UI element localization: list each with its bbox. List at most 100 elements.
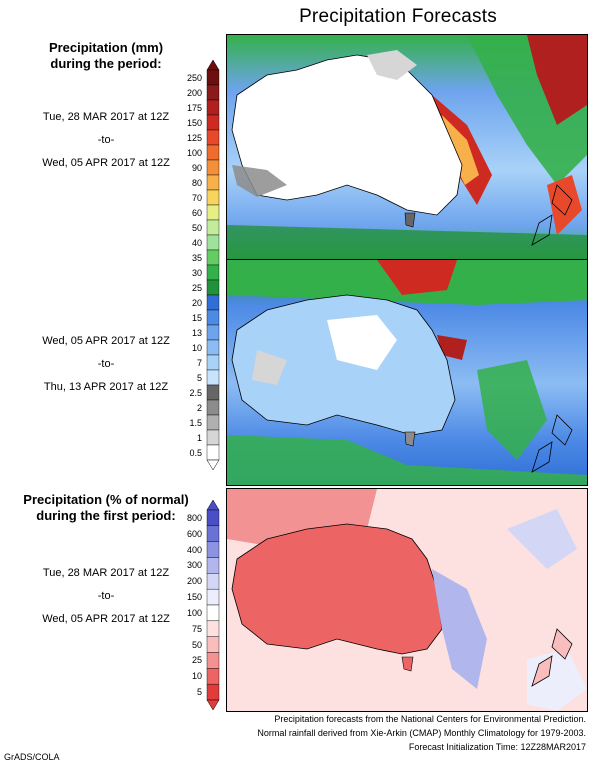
map-percent-normal (227, 489, 587, 711)
australia-dry-area (231, 54, 463, 216)
tropical-rain-area (527, 35, 587, 125)
period-3-start: Tue, 28 MAR 2017 at 12Z (42, 567, 170, 579)
mm-colorbar-cell (206, 354, 220, 371)
percent-colorbar-top-arrow (206, 499, 220, 511)
percent-colorbar-tick-label: 10 (191, 671, 202, 682)
mm-colorbar-cell (206, 279, 220, 296)
above-normal-area-east (432, 569, 487, 689)
period-2-to: -to- (97, 358, 115, 370)
map-panel-week-2-mm (226, 259, 588, 486)
mm-colorbar-tick-label: 7 (196, 357, 202, 368)
mm-colorbar-tick-label: 175 (186, 102, 202, 113)
new-zealand-outline (531, 628, 573, 687)
mm-colorbar-tick-label: 30 (191, 267, 202, 278)
period-1-to: -to- (97, 134, 115, 146)
percent-colorbar-bottom-arrow (206, 699, 220, 711)
map-panel-week-1-mm (226, 34, 588, 261)
percent-colorbar: 800 600 400 300 200 150 100 75 50 25 10 5 (180, 499, 220, 711)
mm-colorbar-cell (206, 444, 220, 461)
mm-colorbar-cell (206, 204, 220, 221)
mm-colorbar-tick-label: 200 (186, 87, 202, 98)
mm-colorbar-cell (206, 399, 220, 416)
new-zealand-outline (531, 184, 573, 246)
heavy-rain-east (437, 335, 467, 360)
period-1-start: Tue, 28 MAR 2017 at 12Z (42, 111, 170, 123)
percent-colorbar-tick-label: 400 (186, 544, 202, 555)
mm-colorbar-cell (206, 159, 220, 176)
mm-colorbar-cell (206, 144, 220, 161)
percent-heading: Precipitation (% of normal) during the f… (0, 492, 212, 524)
mm-colorbar-tick-label: 2.5 (189, 387, 202, 398)
dry-gray-patch (252, 350, 287, 385)
mm-colorbar-tick-label: 150 (186, 117, 202, 128)
mm-colorbar-cell (206, 414, 220, 431)
mm-colorbar-tick-label: 70 (191, 192, 202, 203)
percent-colorbar-tick-label: 600 (186, 528, 202, 539)
mm-colorbar-cell (206, 234, 220, 251)
footer-line-init-time: Forecast Initialization Time: 12Z28MAR20… (408, 742, 586, 752)
dry-interior (327, 315, 397, 370)
east-rain-area (477, 360, 547, 460)
mm-colorbar-tick-label: 15 (191, 312, 202, 323)
mm-colorbar-tick-label: 100 (186, 147, 202, 158)
percent-colorbar-tick-label: 75 (191, 623, 202, 634)
mm-colorbar-cell (206, 189, 220, 206)
mm-colorbar-svg (206, 59, 220, 471)
figure-title: Precipitation Forecasts (299, 6, 497, 27)
tasmania (404, 212, 416, 228)
percent-colorbar-tick-label: 5 (196, 687, 202, 698)
tasmania (401, 656, 414, 672)
mm-colorbar-top-arrow (206, 59, 220, 71)
footer-line-climatology: Normal rainfall derived from Xie-Arkin (… (257, 728, 586, 738)
mm-colorbar-tick-label: 250 (186, 72, 202, 83)
period-1-label: Tue, 28 MAR 2017 at 12Z -to- Wed, 05 APR… (0, 110, 212, 179)
footer-line-source: Precipitation forecasts from the Nationa… (274, 714, 586, 724)
mm-colorbar-tick-label: 25 (191, 282, 202, 293)
mm-colorbar-tick-label: 5 (196, 372, 202, 383)
southern-rain-band (227, 435, 587, 485)
percent-colorbar-tick-label: 150 (186, 592, 202, 603)
amount-heading-line-2: during the period: (50, 56, 162, 71)
mm-colorbar-cell (206, 339, 220, 356)
mm-colorbar-tick-label: 40 (191, 237, 202, 248)
southern-rain-band (227, 225, 587, 260)
mm-colorbar-cell (206, 324, 220, 341)
percent-colorbar-tick-label: 50 (191, 639, 202, 650)
map-week-1 (227, 35, 587, 260)
percent-colorbar-cell (206, 557, 220, 574)
percent-colorbar-tick-label: 25 (191, 655, 202, 666)
percent-colorbar-tick-label: 300 (186, 560, 202, 571)
mm-colorbar-tick-label: 0.5 (189, 447, 202, 458)
heavy-rain-north (377, 260, 457, 295)
period-1-end: Wed, 05 APR 2017 at 12Z (42, 157, 170, 169)
mm-colorbar-tick-label: 13 (191, 327, 202, 338)
mm-colorbar-cell (206, 219, 220, 236)
credit-label: GrADS/COLA (4, 752, 60, 762)
mm-colorbar-cell (206, 429, 220, 446)
dry-gray-patch-north (367, 50, 417, 80)
period-3-to: -to- (97, 590, 115, 602)
tasmania (404, 431, 416, 447)
dry-gray-patch (232, 165, 287, 197)
percent-colorbar-tick-label: 100 (186, 607, 202, 618)
mm-colorbar-tick-label: 10 (191, 342, 202, 353)
percent-colorbar-cell (206, 668, 220, 685)
percent-colorbar-tick-label: 200 (186, 576, 202, 587)
new-zealand-outline (531, 414, 573, 473)
mm-colorbar-cell (206, 264, 220, 281)
australia-outline (231, 294, 456, 436)
mm-colorbar-cell (206, 369, 220, 386)
australia-below-normal (231, 523, 443, 655)
percent-heading-line-2: during the first period: (36, 508, 176, 523)
mm-colorbar-tick-label: 1.5 (189, 417, 202, 428)
footer-notes: Precipitation forecasts from the Nationa… (257, 712, 586, 754)
period-2-label: Wed, 05 APR 2017 at 12Z -to- Thu, 13 APR… (0, 334, 212, 403)
mm-colorbar-cell (206, 129, 220, 146)
mm-colorbar-tick-label: 125 (186, 132, 202, 143)
amount-heading: Precipitation (mm) during the period: (0, 40, 212, 72)
period-2-start: Wed, 05 APR 2017 at 12Z (42, 335, 170, 347)
percent-colorbar-cell (206, 683, 220, 701)
percent-colorbar-svg (206, 499, 220, 711)
percent-heading-line-1: Precipitation (% of normal) (23, 492, 189, 507)
period-3-label: Tue, 28 MAR 2017 at 12Z -to- Wed, 05 APR… (0, 566, 212, 635)
